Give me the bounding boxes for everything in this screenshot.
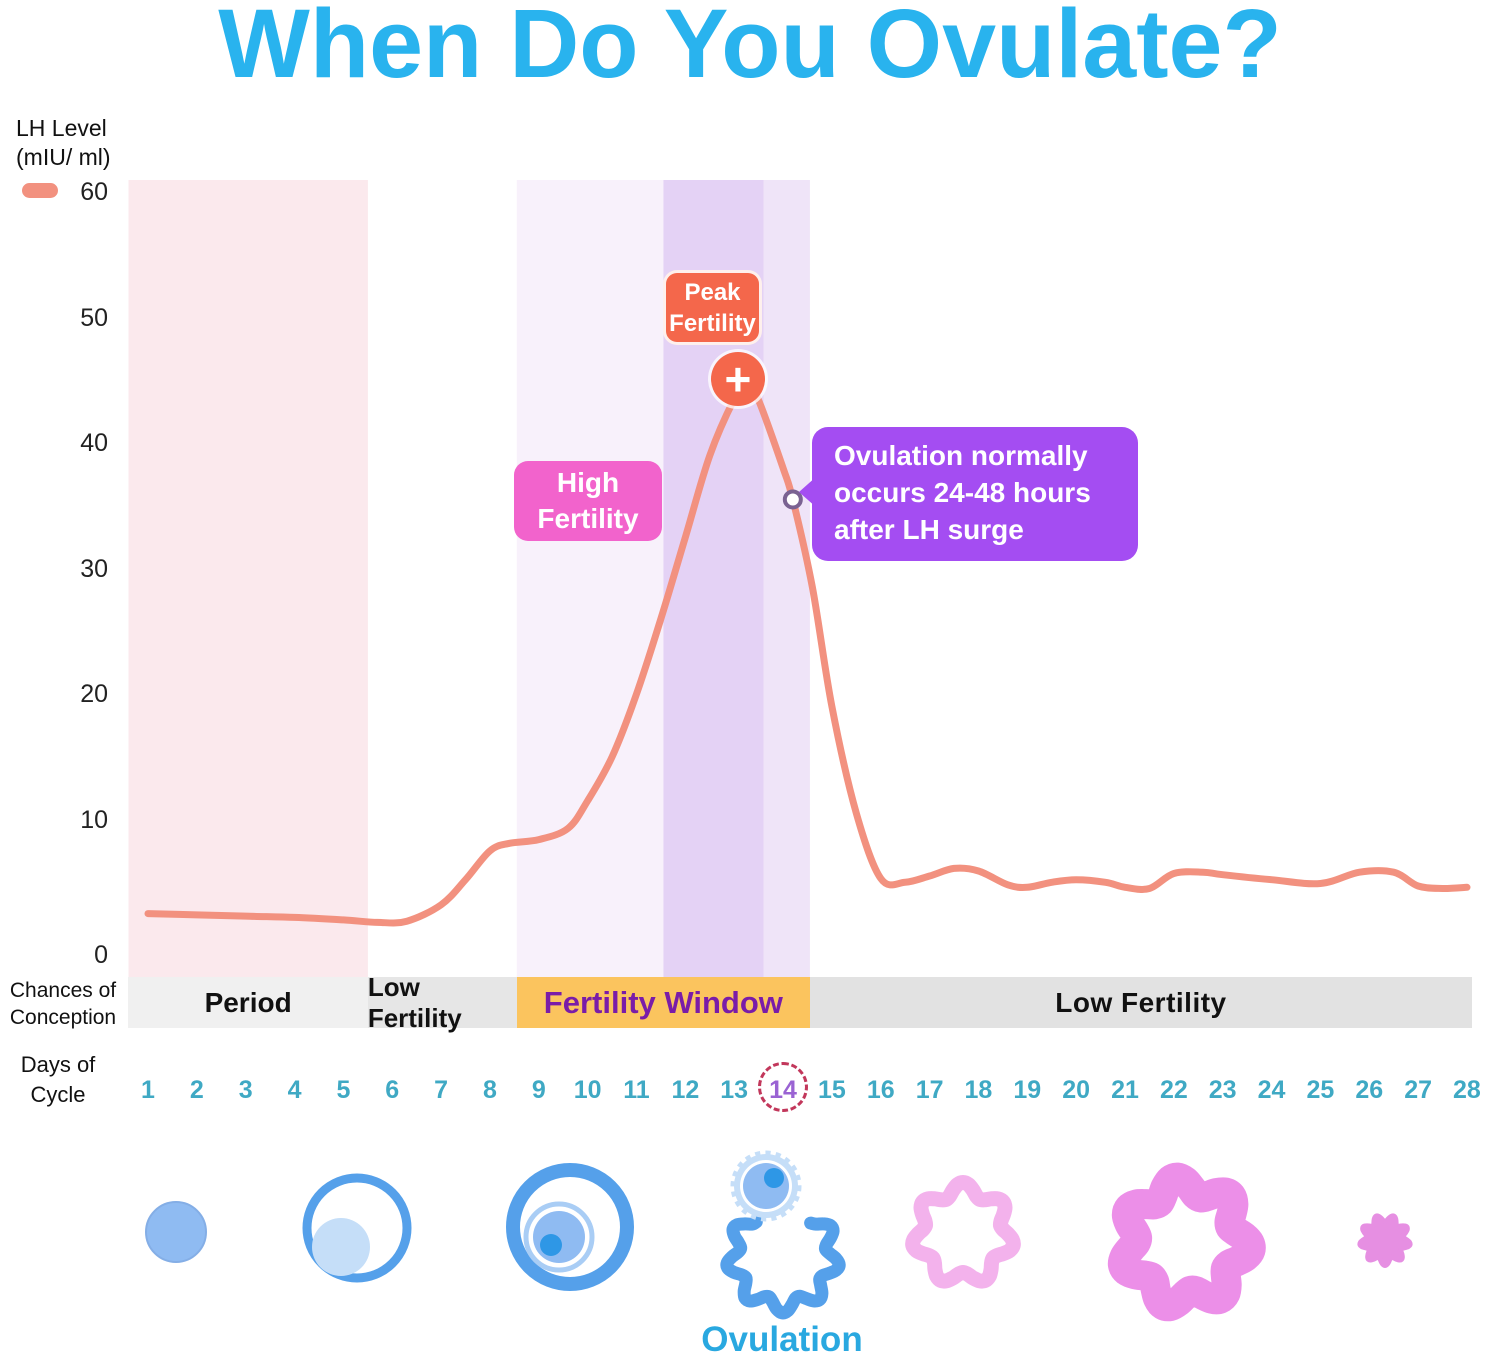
day-number-2: 2 [189, 1076, 204, 1104]
follicle-primary-icon [145, 1201, 207, 1263]
day-number-26: 26 [1355, 1076, 1384, 1104]
day-number-23: 23 [1208, 1076, 1237, 1104]
conception-segment-period: Period [128, 977, 368, 1028]
y-axis-label-line1: LH Level [16, 115, 107, 141]
day-number-18: 18 [964, 1076, 993, 1104]
corpus-luteum-icon [1107, 1162, 1266, 1322]
band-high-fertility [516, 180, 664, 977]
conception-segment-low-fertility: Low Fertility [367, 972, 517, 1033]
day-number-15: 15 [817, 1076, 846, 1104]
peak-fertility-badge: Peak Fertility [663, 270, 762, 345]
chart-shading-bands [128, 180, 810, 977]
day-number-17: 17 [915, 1076, 944, 1104]
high-fertility-badge: High Fertility [514, 461, 662, 541]
y-tick-label: 10 [80, 805, 108, 834]
follicle-mature-icon [506, 1163, 634, 1291]
day-number-10: 10 [573, 1076, 602, 1104]
y-tick-label: 30 [80, 554, 108, 583]
y-tick-label: 60 [80, 178, 108, 206]
high-badge-line2: Fertility [537, 503, 639, 534]
y-tick-label: 40 [80, 429, 108, 457]
days-row-label: Days of Cycle [0, 1050, 116, 1110]
day-number-4: 4 [287, 1076, 302, 1104]
day-number-7: 7 [434, 1076, 449, 1104]
day-number-11: 11 [623, 1076, 650, 1104]
lh-legend-swatch [22, 183, 58, 198]
follicle-growing-icon [302, 1173, 412, 1283]
lh-curve [144, 379, 1471, 927]
day-number-19: 19 [1013, 1076, 1042, 1104]
corpus-luteum-early-icon [905, 1175, 1021, 1289]
lh-surge-plus-icon: + [710, 351, 765, 406]
peak-badge-line1: Peak [684, 278, 741, 306]
plus-glyph: + [724, 352, 752, 405]
days-label-line2: Cycle [30, 1082, 86, 1107]
day-number-20: 20 [1062, 1076, 1091, 1104]
page-title: When Do You Ovulate? [218, 0, 1282, 98]
days-label-line1: Days of [20, 1052, 96, 1077]
day-number-9: 9 [531, 1076, 546, 1104]
tooltip-line3: after LH surge [834, 514, 1024, 545]
conception-row-label: Chances of Conception [0, 977, 126, 1031]
tooltip-line2: occurs 24-48 hours [834, 477, 1091, 508]
ovulation-follicle-rupture-icon [720, 1150, 846, 1320]
y-tick-label: 20 [80, 680, 108, 708]
y-tick-label: 0 [94, 941, 108, 969]
corpus-albicans-icon [1357, 1213, 1413, 1268]
day-number-5: 5 [336, 1076, 351, 1104]
day-number-3: 3 [238, 1076, 253, 1104]
peak-badge-line2: Fertility [669, 309, 756, 337]
day-number-22: 22 [1159, 1076, 1188, 1104]
day-number-24: 24 [1257, 1076, 1286, 1104]
high-badge-line1: High [556, 467, 620, 498]
day-number-13: 13 [720, 1076, 749, 1104]
band-ovulation [763, 180, 810, 977]
tooltip-line1: Ovulation normally [834, 440, 1088, 471]
ovulation-point-marker [782, 489, 803, 510]
day-number-21: 21 [1111, 1076, 1139, 1104]
y-axis-label: LH Level (mIU/ ml) [16, 114, 111, 172]
y-tick-label: 50 [80, 303, 108, 332]
conception-label-line2: Conception [9, 1006, 117, 1029]
day-number-12: 12 [671, 1076, 700, 1104]
ovulation-day-ring [758, 1062, 809, 1112]
day-number-8: 8 [482, 1076, 497, 1104]
conception-label-line1: Chances of [9, 979, 117, 1002]
band-period [128, 180, 368, 977]
conception-segment-fertility-window: Fertility Window [516, 977, 810, 1028]
day-number-25: 25 [1306, 1076, 1335, 1104]
day-number-16: 16 [866, 1076, 895, 1104]
day-number-28: 28 [1453, 1076, 1481, 1104]
conception-segment-low-fertility: Low Fertility [809, 977, 1472, 1028]
day-number-1: 1 [141, 1076, 155, 1104]
day-number-6: 6 [385, 1076, 400, 1104]
day-number-27: 27 [1404, 1076, 1432, 1104]
ovulation-tooltip: Ovulation normally occurs 24-48 hours af… [812, 427, 1138, 561]
ovulation-caption: Ovulation [701, 1320, 863, 1359]
y-axis-label-line2: (mIU/ ml) [16, 144, 111, 170]
